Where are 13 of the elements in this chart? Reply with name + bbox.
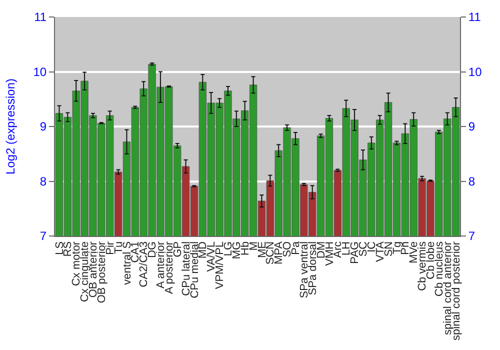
x-tick-label: spinal cord posterior: [450, 241, 462, 340]
y2-tick-label: 9: [468, 120, 476, 134]
y2-tick-label: 11: [468, 10, 482, 24]
y-tick-label: 8: [40, 174, 47, 188]
x-tick-label: Tg: [391, 241, 404, 254]
y-tick-label: 10: [33, 64, 47, 79]
y2-tick-label: 7: [468, 229, 476, 244]
y-axis-title: Log2 (expression): [4, 78, 18, 175]
y2-tick-label: 8: [468, 174, 476, 188]
y-tick-label: 7: [40, 229, 47, 244]
y2-tick-label: 10: [468, 64, 482, 79]
y-tick-label: 11: [34, 10, 47, 24]
y-tick-label: 9: [40, 120, 47, 134]
